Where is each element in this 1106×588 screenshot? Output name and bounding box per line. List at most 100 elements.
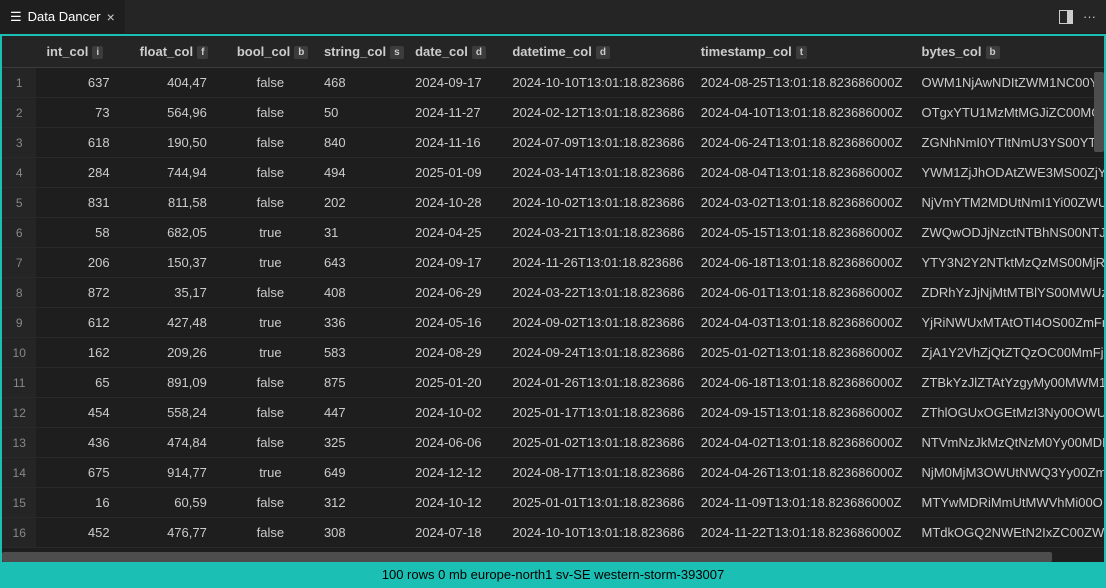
split-editor-icon[interactable]: [1059, 10, 1073, 24]
cell[interactable]: NjM0MjM3OWUtNWQ3Yy00Zm: [912, 458, 1104, 488]
cell[interactable]: 2024-10-10T13:01:18.823686: [502, 518, 690, 548]
cell[interactable]: 202: [314, 188, 405, 218]
cell[interactable]: 2024-04-02T13:01:18.823686000Z: [691, 428, 912, 458]
cell[interactable]: 2024-12-12: [405, 458, 502, 488]
cell[interactable]: 2024-06-18T13:01:18.823686000Z: [691, 368, 912, 398]
table-row[interactable]: 13436474,84false3252024-06-062025-01-02T…: [2, 428, 1104, 458]
cell[interactable]: 558,24: [130, 398, 227, 428]
cell[interactable]: 2024-07-09T13:01:18.823686: [502, 128, 690, 158]
cell[interactable]: 404,47: [130, 68, 227, 98]
table-row[interactable]: 273564,96false502024-11-272024-02-12T13:…: [2, 98, 1104, 128]
cell[interactable]: 2024-10-02T13:01:18.823686: [502, 188, 690, 218]
column-header-bytes_col[interactable]: bytes_colb: [912, 36, 1104, 68]
cell[interactable]: 436: [36, 428, 129, 458]
cell[interactable]: 2024-09-02T13:01:18.823686: [502, 308, 690, 338]
horizontal-scrollbar[interactable]: [2, 552, 1094, 562]
column-header-date_col[interactable]: date_cold: [405, 36, 502, 68]
cell[interactable]: false: [227, 488, 314, 518]
cell[interactable]: 682,05: [130, 218, 227, 248]
cell[interactable]: ZThlOGUxOGEtMzI3Ny00OWU0: [912, 398, 1104, 428]
vertical-scrollbar-thumb[interactable]: [1094, 72, 1104, 152]
cell[interactable]: 2024-06-01T13:01:18.823686000Z: [691, 278, 912, 308]
cell[interactable]: 914,77: [130, 458, 227, 488]
cell[interactable]: false: [227, 428, 314, 458]
vertical-scrollbar[interactable]: [1094, 72, 1104, 552]
column-header-bool_col[interactable]: bool_colb: [227, 36, 314, 68]
column-header-timestamp_col[interactable]: timestamp_colt: [691, 36, 912, 68]
cell[interactable]: ZGNhNmI0YTItNmU3YS00YTI2L: [912, 128, 1104, 158]
table-row[interactable]: 3618190,50false8402024-11-162024-07-09T1…: [2, 128, 1104, 158]
cell[interactable]: 65: [36, 368, 129, 398]
cell[interactable]: 2024-06-06: [405, 428, 502, 458]
table-row[interactable]: 9612427,48true3362024-05-162024-09-02T13…: [2, 308, 1104, 338]
cell[interactable]: 31: [314, 218, 405, 248]
cell[interactable]: 447: [314, 398, 405, 428]
cell[interactable]: 2024-11-22T13:01:18.823686000Z: [691, 518, 912, 548]
cell[interactable]: 564,96: [130, 98, 227, 128]
cell[interactable]: 875: [314, 368, 405, 398]
cell[interactable]: 150,37: [130, 248, 227, 278]
cell[interactable]: false: [227, 398, 314, 428]
cell[interactable]: 2024-04-03T13:01:18.823686000Z: [691, 308, 912, 338]
horizontal-scrollbar-thumb[interactable]: [2, 552, 1052, 562]
table-row[interactable]: 12454558,24false4472024-10-022025-01-17T…: [2, 398, 1104, 428]
cell[interactable]: 2024-11-26T13:01:18.823686: [502, 248, 690, 278]
cell[interactable]: 618: [36, 128, 129, 158]
cell[interactable]: 2024-06-29: [405, 278, 502, 308]
close-icon[interactable]: ×: [107, 10, 115, 24]
cell[interactable]: true: [227, 218, 314, 248]
cell[interactable]: NjVmYTM2MDUtNmI1Yi00ZWU: [912, 188, 1104, 218]
cell[interactable]: 811,58: [130, 188, 227, 218]
cell[interactable]: MTdkOGQ2NWEtN2IxZC00ZWF: [912, 518, 1104, 548]
table-row[interactable]: 887235,17false4082024-06-292024-03-22T13…: [2, 278, 1104, 308]
cell[interactable]: 2024-03-02T13:01:18.823686000Z: [691, 188, 912, 218]
cell[interactable]: true: [227, 308, 314, 338]
cell[interactable]: 336: [314, 308, 405, 338]
cell[interactable]: 643: [314, 248, 405, 278]
cell[interactable]: 468: [314, 68, 405, 98]
cell[interactable]: NTVmNzJkMzQtNzM0Yy00MDE: [912, 428, 1104, 458]
cell[interactable]: 2024-03-22T13:01:18.823686: [502, 278, 690, 308]
cell[interactable]: 2024-09-15T13:01:18.823686000Z: [691, 398, 912, 428]
cell[interactable]: 2024-01-26T13:01:18.823686: [502, 368, 690, 398]
column-header-datetime_col[interactable]: datetime_cold: [502, 36, 690, 68]
cell[interactable]: ZWQwODJjNzctNTBhNS00NTJjL: [912, 218, 1104, 248]
cell[interactable]: 476,77: [130, 518, 227, 548]
cell[interactable]: MTYwMDRiMmUtMWVhMi00O: [912, 488, 1104, 518]
column-header-int_col[interactable]: int_coli: [36, 36, 129, 68]
table-row[interactable]: 151660,59false3122024-10-122025-01-01T13…: [2, 488, 1104, 518]
cell[interactable]: 2024-09-24T13:01:18.823686: [502, 338, 690, 368]
table-row[interactable]: 4284744,94false4942025-01-092024-03-14T1…: [2, 158, 1104, 188]
table-row[interactable]: 14675914,77true6492024-12-122024-08-17T1…: [2, 458, 1104, 488]
cell[interactable]: 2024-11-27: [405, 98, 502, 128]
cell[interactable]: 2025-01-17T13:01:18.823686: [502, 398, 690, 428]
cell[interactable]: 408: [314, 278, 405, 308]
cell[interactable]: 2024-10-02: [405, 398, 502, 428]
cell[interactable]: false: [227, 68, 314, 98]
cell[interactable]: ZTBkYzJlZTAtYzgyMy00MWM1L: [912, 368, 1104, 398]
cell[interactable]: 284: [36, 158, 129, 188]
cell[interactable]: 744,94: [130, 158, 227, 188]
cell[interactable]: 2024-09-17: [405, 248, 502, 278]
cell[interactable]: 50: [314, 98, 405, 128]
cell[interactable]: 2024-08-25T13:01:18.823686000Z: [691, 68, 912, 98]
cell[interactable]: 2024-04-10T13:01:18.823686000Z: [691, 98, 912, 128]
cell[interactable]: 209,26: [130, 338, 227, 368]
cell[interactable]: 162: [36, 338, 129, 368]
cell[interactable]: 58: [36, 218, 129, 248]
cell[interactable]: 612: [36, 308, 129, 338]
cell[interactable]: 2024-08-04T13:01:18.823686000Z: [691, 158, 912, 188]
column-header-float_col[interactable]: float_colf: [130, 36, 227, 68]
cell[interactable]: 16: [36, 488, 129, 518]
table-row[interactable]: 658682,05true312024-04-252024-03-21T13:0…: [2, 218, 1104, 248]
cell[interactable]: 2024-04-25: [405, 218, 502, 248]
cell[interactable]: 2024-06-24T13:01:18.823686000Z: [691, 128, 912, 158]
cell[interactable]: 2024-03-14T13:01:18.823686: [502, 158, 690, 188]
cell[interactable]: 2025-01-02T13:01:18.823686000Z: [691, 338, 912, 368]
cell[interactable]: 325: [314, 428, 405, 458]
cell[interactable]: 583: [314, 338, 405, 368]
cell[interactable]: 190,50: [130, 128, 227, 158]
cell[interactable]: 2024-06-18T13:01:18.823686000Z: [691, 248, 912, 278]
cell[interactable]: 494: [314, 158, 405, 188]
cell[interactable]: 2025-01-09: [405, 158, 502, 188]
